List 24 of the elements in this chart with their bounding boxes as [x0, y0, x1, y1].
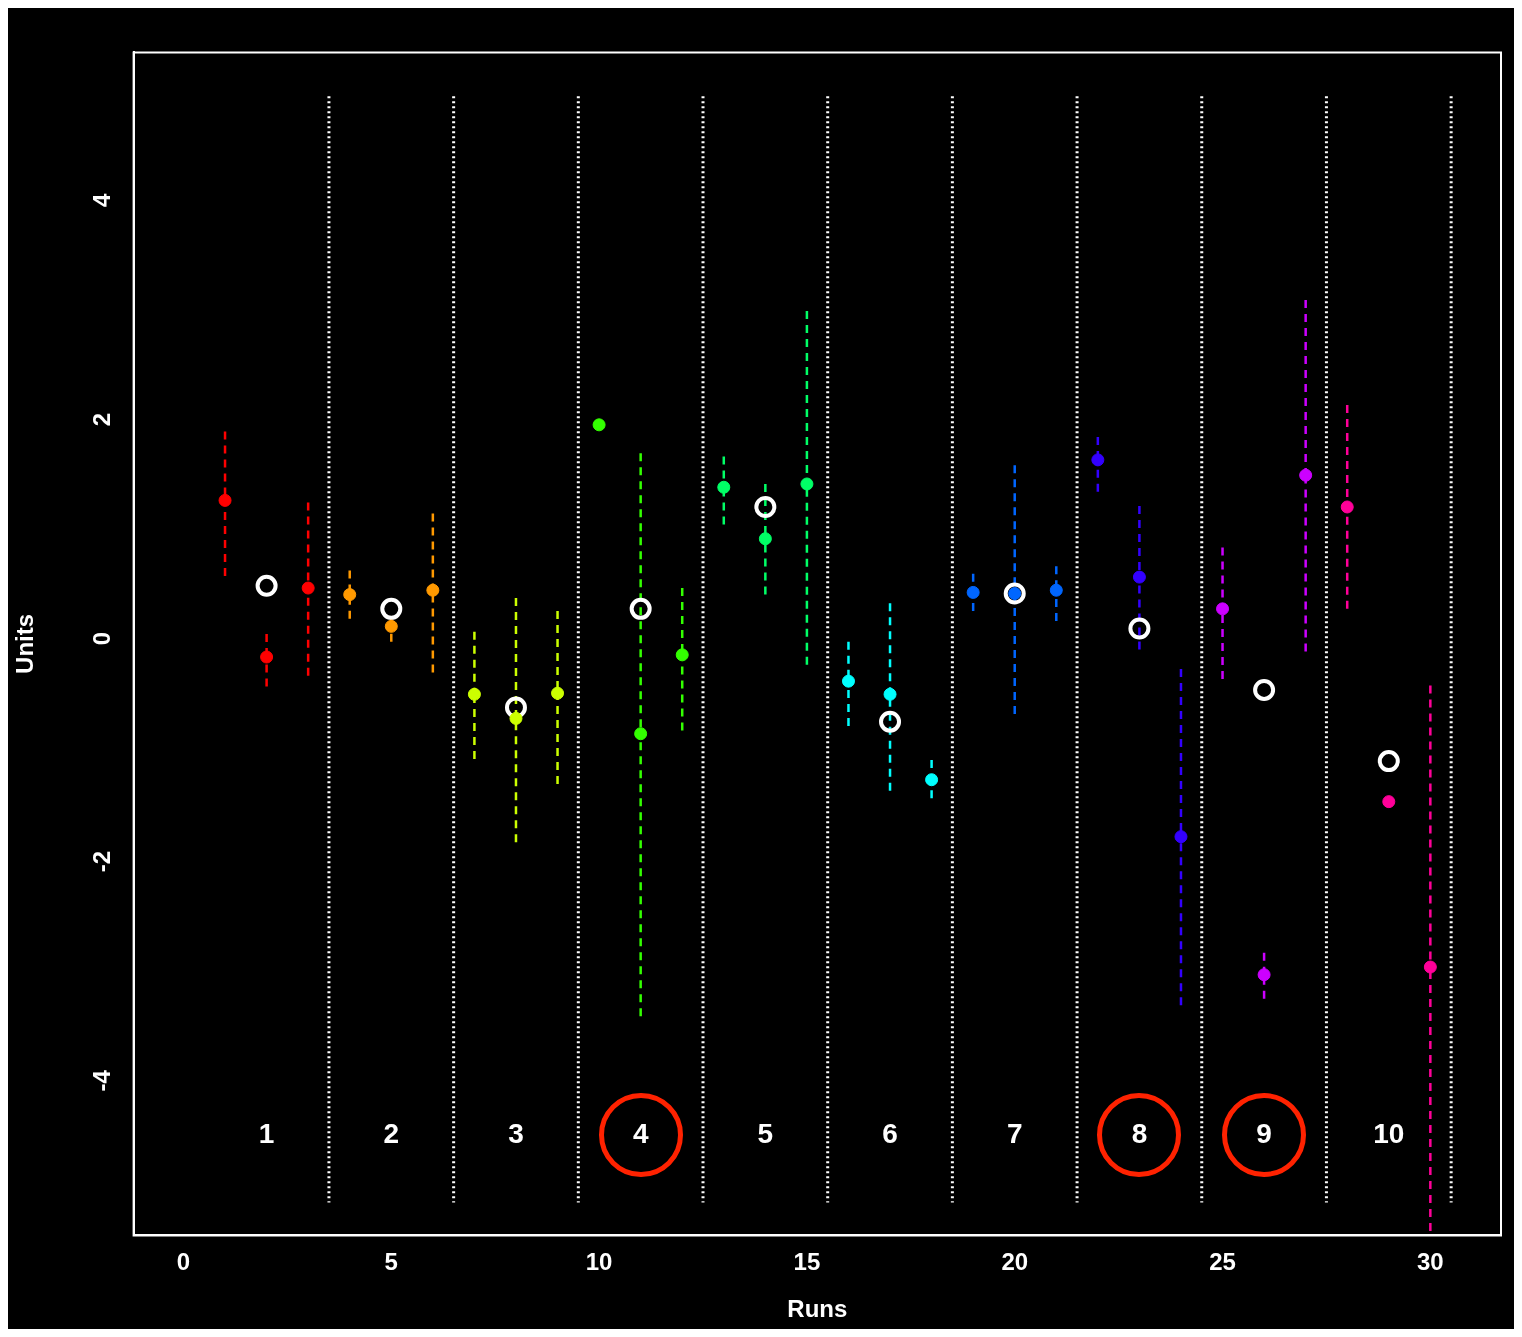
annotation: 3	[508, 1118, 524, 1150]
x-axis-title: Runs	[787, 1295, 848, 1323]
y-tick-label: -2	[88, 850, 116, 873]
annotation: 4	[632, 1118, 649, 1150]
x-tick-label: 25	[1209, 1248, 1236, 1276]
annotation: 6	[882, 1118, 898, 1150]
x-tick-label: 30	[1416, 1248, 1444, 1276]
x-tick-label: 15	[793, 1248, 821, 1276]
annotation: 5	[757, 1118, 774, 1150]
x-tick-label: 20	[1001, 1248, 1029, 1276]
y-tick-label: 4	[88, 193, 116, 208]
annotation: 9	[1256, 1118, 1272, 1150]
annotation: 1	[258, 1118, 275, 1150]
y-tick-label: 0	[88, 631, 116, 646]
annotation: 2	[383, 1118, 400, 1150]
y-axis-title: Units	[11, 613, 39, 674]
x-tick-label: 5	[384, 1248, 398, 1276]
y-tick-label: -4	[88, 1069, 116, 1092]
annotation: 8	[1131, 1118, 1148, 1150]
y-tick-label: 2	[88, 412, 116, 427]
annotation: 10	[1373, 1118, 1405, 1150]
annotation: 7	[1006, 1118, 1023, 1150]
x-tick-label: 0	[176, 1248, 191, 1276]
x-tick-label: 10	[585, 1248, 613, 1276]
